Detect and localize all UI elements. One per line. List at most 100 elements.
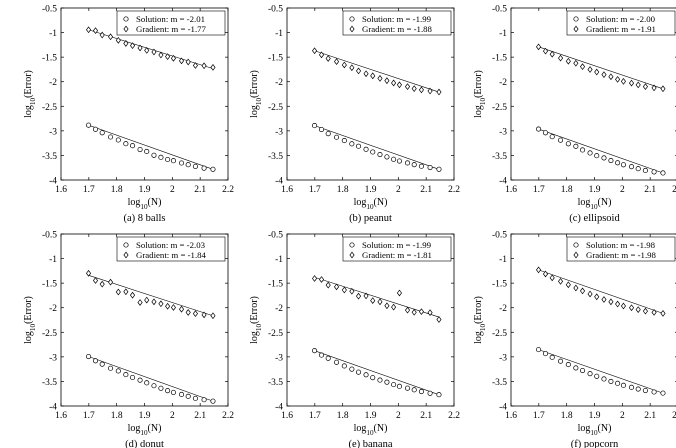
series-solution xyxy=(536,126,666,176)
x-axis-label: log10(N) xyxy=(128,197,162,211)
data-point-circle xyxy=(158,154,164,160)
data-point-diamond xyxy=(579,287,586,295)
x-tick-label: 2 xyxy=(170,185,175,195)
y-tick-label: -3 xyxy=(499,353,507,363)
fit-line xyxy=(538,349,664,394)
y-tick-label: -0.5 xyxy=(268,5,283,15)
data-point-diamond xyxy=(396,289,402,297)
data-point-diamond xyxy=(325,281,331,289)
fit-line xyxy=(314,125,440,170)
x-tick-label: 1.8 xyxy=(337,411,349,421)
data-point-circle xyxy=(573,365,579,371)
data-point-diamond xyxy=(601,296,607,303)
panel-3: 1.6 1.7 1.8 1.9 2 2.1 2.2 -4 -3.5 -3 -2.5 -2 -1.5 -1 -… xyxy=(473,5,676,224)
data-point-diamond xyxy=(170,54,176,62)
data-point-diamond xyxy=(192,310,198,317)
data-point-diamond xyxy=(377,75,383,82)
data-point-diamond xyxy=(349,287,355,295)
data-point-diamond xyxy=(92,277,99,284)
data-point-circle xyxy=(651,389,657,395)
legend-label: Solution: m = -2.03 xyxy=(136,240,206,250)
x-tick-label: 2.2 xyxy=(672,411,676,421)
data-point-diamond xyxy=(620,302,626,310)
data-point-circle xyxy=(608,378,614,384)
data-point-circle xyxy=(536,347,542,353)
data-point-diamond xyxy=(396,81,402,89)
data-point-diamond xyxy=(635,306,641,313)
data-point-circle xyxy=(178,160,185,166)
data-point-diamond xyxy=(86,269,92,277)
data-point-diamond xyxy=(549,274,555,282)
data-point-diamond xyxy=(144,296,150,304)
data-point-circle xyxy=(404,160,411,166)
data-point-diamond xyxy=(318,276,325,283)
y-tick-label: -2 xyxy=(275,78,283,88)
data-point-circle xyxy=(587,150,593,156)
series-solution xyxy=(86,353,216,404)
data-point-circle xyxy=(436,166,442,172)
data-point-diamond xyxy=(334,58,340,65)
y-tick-label: -4 xyxy=(275,177,283,187)
data-point-diamond xyxy=(137,44,143,52)
y-tick-label: -2.5 xyxy=(268,329,283,339)
fit-line xyxy=(538,128,664,174)
series-solution xyxy=(312,348,442,398)
data-point-diamond xyxy=(579,63,586,71)
y-tick-label: -2.5 xyxy=(42,329,57,339)
data-point-circle xyxy=(418,389,424,395)
data-point-circle xyxy=(312,348,318,354)
x-tick-label: 1.6 xyxy=(55,185,67,195)
data-point-diamond xyxy=(158,300,164,308)
data-point-diamond xyxy=(355,67,362,75)
data-point-diamond xyxy=(115,36,121,44)
x-tick-label: 1.8 xyxy=(561,185,573,195)
data-point-diamond xyxy=(608,298,614,306)
data-point-diamond xyxy=(628,304,635,312)
x-tick-label: 2.2 xyxy=(222,185,234,195)
legend-marker-circle xyxy=(349,16,355,22)
data-point-circle xyxy=(165,156,171,163)
data-point-circle xyxy=(151,383,157,389)
y-tick-label: -0.5 xyxy=(492,231,507,241)
legend-marker-diamond xyxy=(349,251,355,259)
y-tick-label: -1.5 xyxy=(42,280,57,290)
y-tick-label: -2 xyxy=(49,78,57,88)
data-point-circle xyxy=(601,155,607,161)
y-axis-label: log10(Error) xyxy=(23,296,37,344)
fit-line xyxy=(88,124,214,170)
data-point-circle xyxy=(201,397,207,403)
y-tick-label: -1 xyxy=(275,255,283,265)
panel-1: 1.6 1.7 1.8 1.9 2 2.1 2.2 -4 -3.5 -3 -2.5 -2 -1.5 -1 -… xyxy=(23,5,234,225)
data-point-diamond xyxy=(411,85,417,93)
y-tick-label: -0.5 xyxy=(268,231,283,241)
fit-line xyxy=(538,269,664,314)
fit-line xyxy=(314,350,440,395)
data-point-diamond xyxy=(86,26,92,34)
data-point-circle xyxy=(210,398,216,404)
x-tick-label: 1.6 xyxy=(505,185,517,195)
legend-marker-diamond xyxy=(123,25,129,33)
data-point-circle xyxy=(396,158,402,164)
data-point-diamond xyxy=(165,53,171,60)
data-point-diamond xyxy=(370,297,376,304)
data-point-circle xyxy=(325,131,331,137)
x-tick-label: 2 xyxy=(396,185,401,195)
data-point-circle xyxy=(377,151,383,158)
fit-line xyxy=(88,274,214,317)
data-point-circle xyxy=(594,153,600,159)
y-axis-label: log10(Error) xyxy=(249,296,263,344)
data-point-diamond xyxy=(384,302,390,310)
data-point-diamond xyxy=(615,300,621,308)
data-point-diamond xyxy=(108,278,114,286)
legend-box xyxy=(116,236,226,262)
data-point-circle xyxy=(349,366,355,372)
legend-marker-diamond xyxy=(123,251,129,259)
data-point-circle xyxy=(86,122,92,128)
data-point-diamond xyxy=(129,42,136,50)
data-point-circle xyxy=(144,148,150,154)
data-point-diamond xyxy=(418,86,424,94)
data-point-diamond xyxy=(178,57,185,65)
data-point-circle xyxy=(185,162,191,168)
